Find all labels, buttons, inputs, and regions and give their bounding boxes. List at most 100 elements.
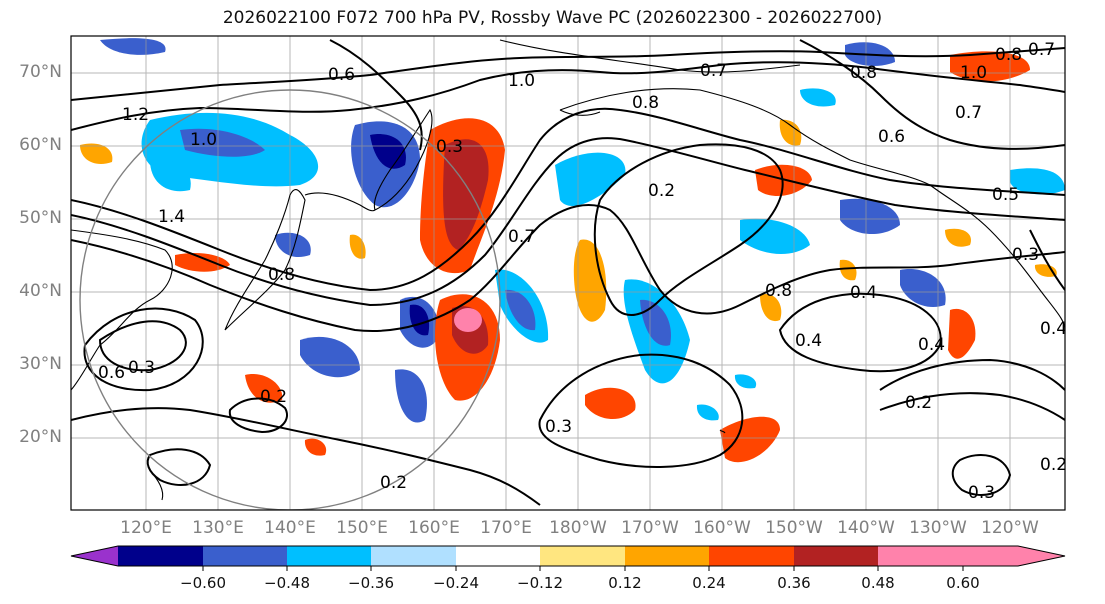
contour-label: 0.2 — [1040, 455, 1067, 475]
coastline-aleutian — [559, 109, 601, 116]
colorbar-tick-label: −0.48 — [264, 574, 310, 592]
pv-contour — [951, 454, 1012, 496]
contour-label: 0.8 — [995, 45, 1022, 65]
map-title: 2026022100 F072 700 hPa PV, Rossby Wave … — [222, 8, 883, 28]
anomaly-negative — [840, 198, 900, 235]
coastline-japan — [224, 189, 306, 331]
contour-label: 1.2 — [122, 105, 149, 125]
map-area: 0.6 1.0 0.7 0.8 0.8 0.7 1.0 0.8 0.7 0.6 … — [71, 36, 1067, 510]
anomaly-negative — [900, 269, 946, 308]
anomaly-positive — [1034, 264, 1057, 277]
pv-contour — [146, 448, 212, 486]
pv-contour — [538, 353, 744, 468]
colorbar-tick-label: 0.24 — [692, 574, 726, 592]
colorbar-segment — [287, 546, 371, 566]
lat-label: 70°N — [19, 62, 62, 82]
contour-label: 1.0 — [508, 71, 535, 91]
pv-contours — [71, 39, 1065, 506]
lat-label: 60°N — [19, 135, 62, 155]
contour-label: 0.3 — [1012, 245, 1039, 265]
anomaly-positive — [948, 308, 976, 359]
colorbar-segment — [203, 546, 287, 566]
anomaly-positive — [779, 119, 802, 146]
anomaly-negative — [800, 88, 836, 107]
lat-label: 30°N — [19, 354, 62, 374]
lat-label: 50°N — [19, 208, 62, 228]
colorbar-tick-label: 0.12 — [608, 574, 642, 592]
colorbar-segment — [118, 546, 203, 566]
anomaly-positive — [839, 259, 857, 281]
colorbar-tick-label: 0.48 — [861, 574, 895, 592]
colorbar-segment — [456, 546, 540, 566]
lon-label: 160°W — [693, 518, 751, 538]
lon-label: 140°W — [837, 518, 895, 538]
coastlines — [71, 39, 1065, 501]
pv-anomaly-fill — [80, 38, 1065, 463]
contour-label: 0.3 — [545, 417, 572, 437]
contour-label: 0.2 — [905, 393, 932, 413]
coastline-hawaii — [719, 429, 726, 434]
lon-label: 170°E — [480, 518, 532, 538]
contour-label: 0.2 — [648, 181, 675, 201]
anomaly-positive — [175, 253, 230, 272]
colorbar-segment — [878, 546, 963, 566]
colorbar-segment — [625, 546, 709, 566]
contour-label: 0.6 — [98, 363, 125, 383]
lon-label: 130°W — [909, 518, 967, 538]
coastline-asia — [71, 229, 173, 391]
contour-label: 0.5 — [992, 185, 1019, 205]
anomaly-positive — [443, 139, 489, 250]
lon-label: 170°W — [621, 518, 679, 538]
contour-label: 0.7 — [955, 103, 982, 123]
lon-label: 150°W — [765, 518, 823, 538]
anomaly-negative — [180, 128, 265, 157]
coastline-arctic — [499, 39, 801, 73]
lon-label: 120°W — [981, 518, 1039, 538]
pv-contour — [879, 392, 1065, 421]
anomaly-negative — [1010, 168, 1065, 195]
contour-label: 0.6 — [328, 65, 355, 85]
colorbar-tick-label: −0.36 — [348, 574, 394, 592]
pv-contour — [879, 358, 1065, 391]
colorbar-outline — [70, 545, 1066, 567]
anomaly-positive — [245, 374, 283, 403]
pv-contour — [83, 307, 204, 392]
anomaly-negative — [409, 304, 430, 336]
contour-label: 0.8 — [268, 265, 295, 285]
anomaly-positive — [80, 143, 113, 165]
anomaly-positive — [454, 308, 482, 332]
colorbar-tick-label: 0.36 — [777, 574, 811, 592]
colorbar-segment — [794, 546, 878, 566]
contour-label: 0.8 — [850, 63, 877, 83]
pv-contour — [228, 397, 288, 434]
pv-contour — [71, 407, 541, 506]
pv-contour — [1029, 229, 1065, 291]
colorbar-tick-label: −0.24 — [433, 574, 479, 592]
contour-label: 0.4 — [1040, 319, 1067, 339]
contour-label: 0.3 — [436, 137, 463, 157]
anomaly-negative — [696, 404, 719, 421]
anomaly-negative — [100, 38, 166, 55]
contour-label: 0.2 — [380, 473, 407, 493]
contour-label: 0.4 — [850, 283, 877, 303]
pv-contour — [593, 143, 784, 316]
colorbar-ticks — [202, 566, 964, 571]
lon-label: 130°E — [192, 518, 244, 538]
lon-label: 120°E — [120, 518, 172, 538]
colorbar-segment — [709, 546, 794, 566]
coastline-kamchatka — [373, 108, 433, 211]
contour-label: 0.7 — [1028, 40, 1055, 60]
lon-label: 160°E — [408, 518, 460, 538]
anomaly-positive — [720, 416, 780, 463]
contour-label: 0.7 — [700, 61, 727, 81]
contour-label: 0.3 — [968, 483, 995, 503]
anomaly-negative — [555, 152, 626, 206]
contour-label: 0.2 — [260, 387, 287, 407]
anomaly-negative — [734, 374, 757, 389]
contour-label: 0.4 — [918, 335, 945, 355]
pv-contour — [71, 204, 1065, 332]
colorbar-tick-label: −0.60 — [180, 574, 226, 592]
lat-label: 40°N — [19, 281, 62, 301]
anomaly-positive — [573, 239, 607, 322]
